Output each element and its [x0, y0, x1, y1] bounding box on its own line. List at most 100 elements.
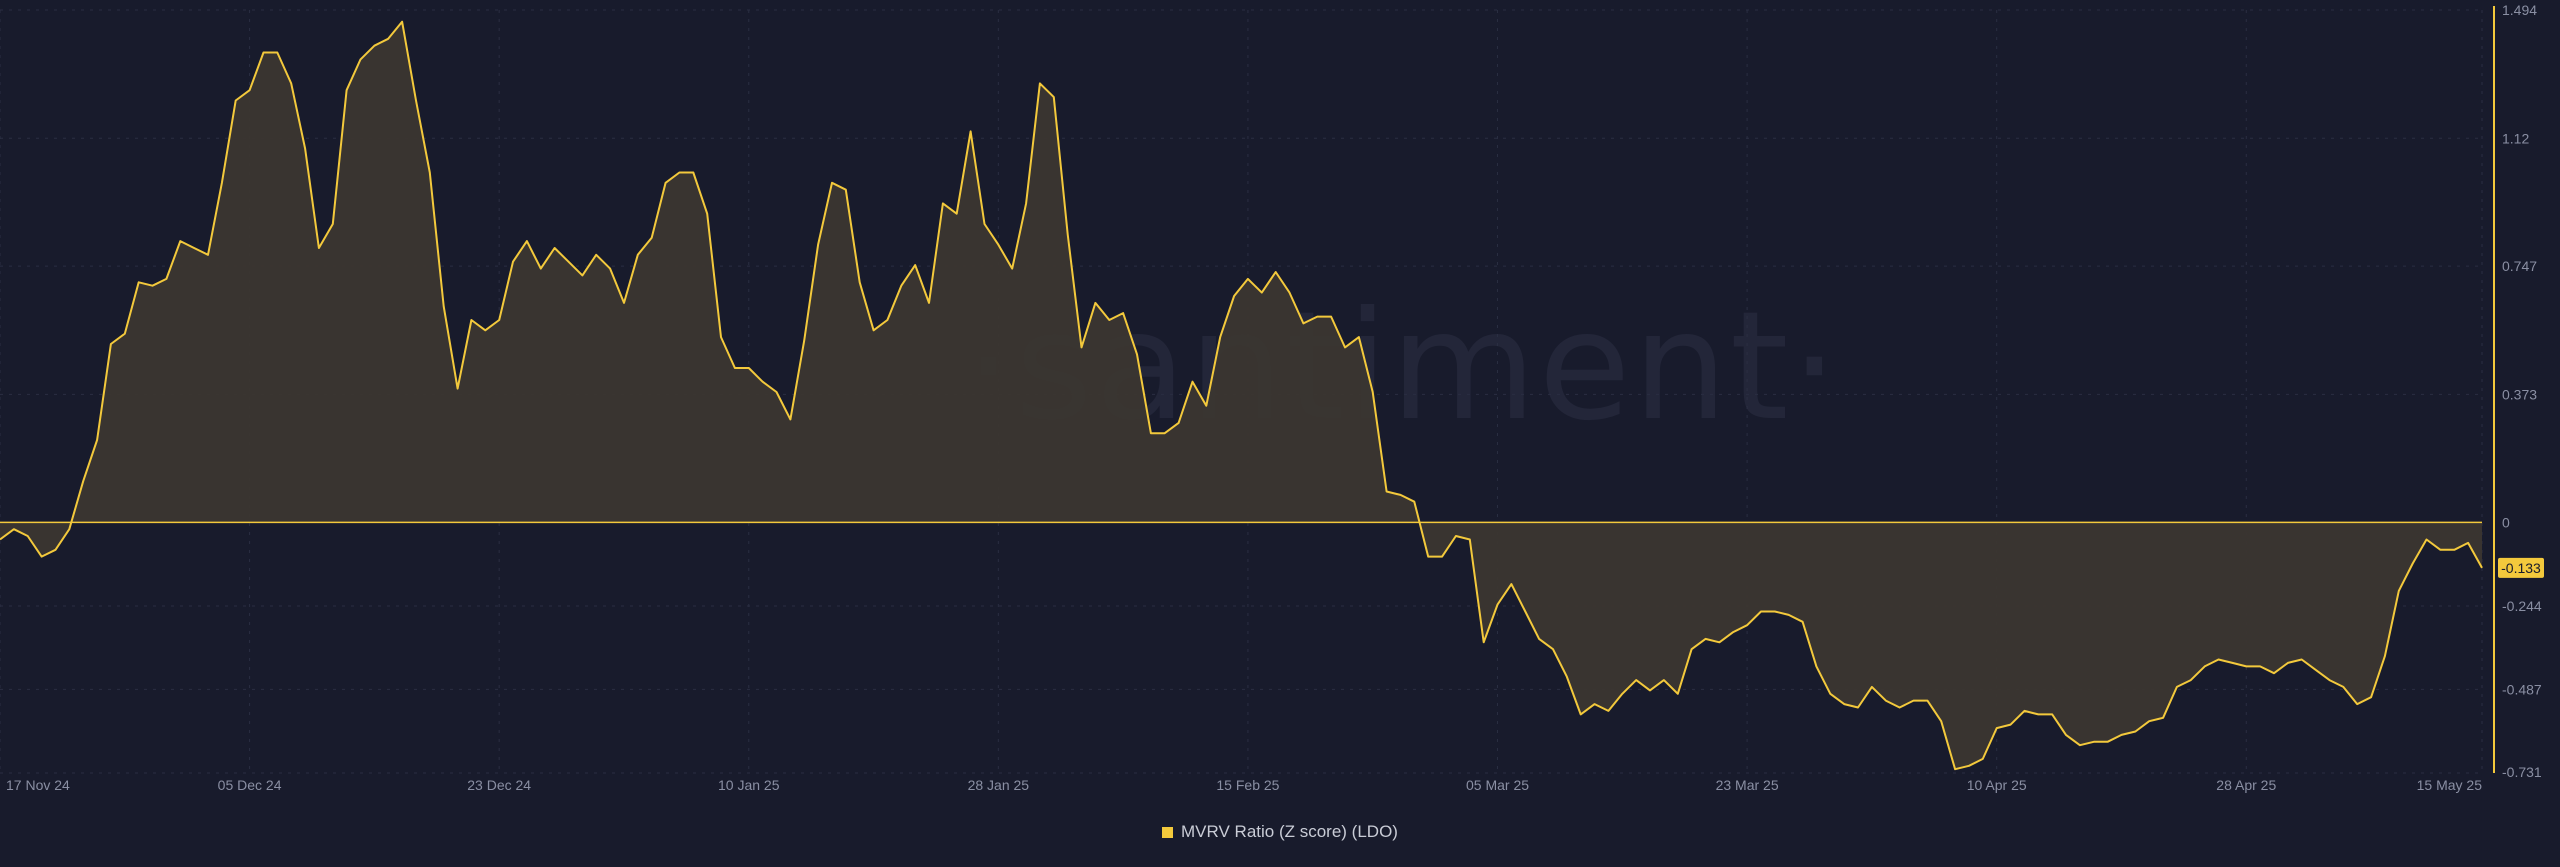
data-point[interactable] [2202, 663, 2208, 669]
data-point[interactable] [1578, 711, 1584, 717]
data-point[interactable] [1952, 766, 1958, 772]
data-point[interactable] [1869, 684, 1875, 690]
data-point[interactable] [1730, 629, 1736, 635]
data-point[interactable] [1800, 619, 1806, 625]
data-point[interactable] [2132, 729, 2138, 735]
data-point[interactable] [510, 259, 516, 265]
data-point[interactable] [1481, 639, 1487, 645]
data-point[interactable] [1079, 344, 1085, 350]
data-point[interactable] [205, 252, 211, 258]
data-point[interactable] [593, 252, 599, 258]
data-point[interactable] [80, 478, 86, 484]
data-point[interactable] [2327, 677, 2333, 683]
data-point[interactable] [94, 437, 100, 443]
data-point[interactable] [122, 331, 128, 337]
data-point[interactable] [1564, 674, 1570, 680]
data-point[interactable] [2479, 565, 2485, 571]
data-point[interactable] [1037, 80, 1043, 86]
data-point[interactable] [427, 170, 433, 176]
data-point[interactable] [1287, 290, 1293, 296]
data-point[interactable] [926, 300, 932, 306]
data-point[interactable] [1855, 705, 1861, 711]
data-point[interactable] [1467, 537, 1473, 543]
data-point[interactable] [2257, 663, 2263, 669]
data-point[interactable] [538, 266, 544, 272]
data-point[interactable] [496, 317, 502, 323]
data-point[interactable] [1938, 718, 1944, 724]
data-point[interactable] [760, 379, 766, 385]
data-point[interactable] [468, 317, 474, 323]
data-point[interactable] [1023, 200, 1029, 206]
data-point[interactable] [566, 259, 572, 265]
data-point[interactable] [1425, 554, 1431, 560]
data-point[interactable] [829, 180, 835, 186]
data-point[interactable] [1106, 317, 1112, 323]
data-point[interactable] [940, 200, 946, 206]
data-point[interactable] [912, 262, 918, 268]
data-point[interactable] [1300, 320, 1306, 326]
data-point[interactable] [1605, 708, 1611, 714]
data-point[interactable] [2368, 694, 2374, 700]
data-point[interactable] [413, 98, 419, 104]
data-point[interactable] [1841, 701, 1847, 707]
data-point[interactable] [1827, 691, 1833, 697]
data-point[interactable] [1813, 663, 1819, 669]
data-point[interactable] [191, 245, 197, 251]
data-point[interactable] [247, 87, 253, 93]
data-point[interactable] [2146, 718, 2152, 724]
data-point[interactable] [524, 238, 530, 244]
data-point[interactable] [330, 221, 336, 227]
data-point[interactable] [25, 533, 31, 539]
data-point[interactable] [1203, 403, 1209, 409]
data-point[interactable] [552, 245, 558, 251]
data-point[interactable] [261, 50, 267, 56]
data-point[interactable] [815, 242, 821, 248]
data-point[interactable] [1120, 310, 1126, 316]
data-point[interactable] [801, 338, 807, 344]
data-point[interactable] [2354, 701, 2360, 707]
data-point[interactable] [1647, 687, 1653, 693]
data-point[interactable] [1897, 705, 1903, 711]
data-point[interactable] [385, 36, 391, 42]
data-point[interactable] [219, 180, 225, 186]
data-point[interactable] [1536, 636, 1542, 642]
data-point[interactable] [1384, 489, 1390, 495]
data-point[interactable] [2437, 547, 2443, 553]
data-point[interactable] [579, 272, 585, 278]
data-point[interactable] [53, 547, 59, 553]
data-point[interactable] [1675, 691, 1681, 697]
data-point[interactable] [1398, 492, 1404, 498]
data-point[interactable] [1786, 612, 1792, 618]
data-point[interactable] [1758, 609, 1764, 615]
data-point[interactable] [2229, 660, 2235, 666]
data-point[interactable] [2188, 677, 2194, 683]
data-point[interactable] [2008, 722, 2014, 728]
data-point[interactable] [1411, 499, 1417, 505]
data-point[interactable] [177, 238, 183, 244]
data-point[interactable] [1231, 293, 1237, 299]
data-point[interactable] [2091, 739, 2097, 745]
data-point[interactable] [1661, 677, 1667, 683]
data-point[interactable] [649, 235, 655, 241]
data-point[interactable] [1245, 276, 1251, 282]
data-point[interactable] [774, 389, 780, 395]
data-point[interactable] [1009, 266, 1015, 272]
data-point[interactable] [358, 56, 364, 62]
data-point[interactable] [163, 276, 169, 282]
data-point[interactable] [1162, 430, 1168, 436]
data-point[interactable] [274, 50, 280, 56]
data-point[interactable] [607, 266, 613, 272]
data-point[interactable] [843, 187, 849, 193]
data-point[interactable] [1980, 756, 1986, 762]
data-point[interactable] [2243, 663, 2249, 669]
data-point[interactable] [288, 80, 294, 86]
data-point[interactable] [233, 98, 239, 104]
data-point[interactable] [2160, 715, 2166, 721]
data-point[interactable] [2451, 547, 2457, 553]
data-point[interactable] [635, 252, 641, 258]
data-point[interactable] [2105, 739, 2111, 745]
data-point[interactable] [1439, 554, 1445, 560]
data-point[interactable] [2382, 653, 2388, 659]
data-point[interactable] [2063, 732, 2069, 738]
data-point[interactable] [898, 283, 904, 289]
